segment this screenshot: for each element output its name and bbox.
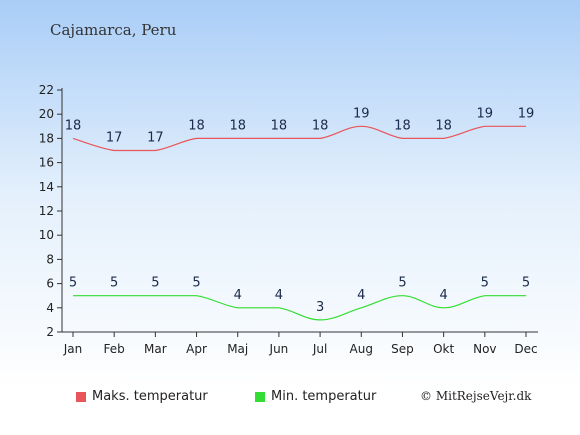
y-tick-label: 14 — [39, 180, 54, 194]
x-tick-label: Jul — [312, 342, 327, 356]
x-tick-label: Dec — [514, 342, 537, 356]
y-tick-label: 2 — [46, 325, 54, 339]
y-tick-label: 20 — [39, 107, 54, 121]
min-data-label: 5 — [481, 276, 489, 291]
legend-max-label: Maks. temperatur — [92, 389, 208, 404]
min-data-label: 5 — [522, 276, 530, 291]
series-lines — [72, 125, 526, 321]
x-tick-label: Jan — [63, 342, 83, 356]
y-tick-label: 6 — [46, 277, 54, 291]
max-data-label: 17 — [147, 131, 164, 146]
legend-max-swatch — [76, 391, 86, 402]
max-data-label: 18 — [65, 118, 82, 133]
y-tick-label: 16 — [39, 156, 54, 170]
min-data-label: 4 — [275, 288, 283, 303]
min-data-label: 5 — [69, 276, 77, 291]
location-title: Cajamarca, Peru — [50, 21, 177, 39]
x-tick-label: Okt — [433, 342, 454, 356]
max-data-label: 19 — [518, 106, 535, 121]
x-tick-label: Nov — [473, 342, 496, 356]
x-tick-label: Aug — [350, 342, 373, 356]
min-temperature-line — [73, 295, 526, 321]
legend-min-label: Min. temperatur — [271, 389, 377, 404]
min-data-label: 5 — [192, 276, 200, 291]
y-tick-label: 22 — [39, 83, 54, 97]
x-tick-label: Mar — [144, 342, 167, 356]
y-tick-label: 8 — [46, 252, 54, 266]
x-tick-label: Jun — [269, 342, 289, 356]
max-data-label: 18 — [312, 118, 329, 133]
min-data-label: 5 — [110, 276, 118, 291]
max-data-label: 18 — [435, 118, 452, 133]
x-tick-label: Sep — [391, 342, 414, 356]
max-data-label: 18 — [271, 118, 288, 133]
chart-axes — [61, 88, 538, 333]
min-data-label: 4 — [357, 288, 365, 303]
y-tick-label: 18 — [39, 131, 54, 145]
x-tick-label: Maj — [227, 342, 248, 356]
legend-min-swatch — [255, 391, 265, 402]
y-axis-ticks: 2 4 6 8 10 12 14 16 18 20 22 — [39, 83, 62, 339]
max-data-label: 17 — [106, 131, 123, 146]
legend-min: Min. temperatur — [255, 389, 376, 404]
min-data-label: 4 — [234, 288, 242, 303]
max-data-label: 18 — [229, 118, 246, 133]
min-data-label: 3 — [316, 300, 324, 315]
max-data-label: 18 — [394, 118, 411, 133]
site-credit: © MitRejseVejr.dk — [420, 389, 532, 403]
x-tick-label: Apr — [186, 342, 207, 356]
y-tick-label: 12 — [39, 204, 54, 218]
y-tick-label: 4 — [46, 301, 54, 315]
max-data-label: 18 — [188, 118, 205, 133]
x-tick-label: Feb — [104, 342, 125, 356]
max-temperature-line — [72, 125, 526, 152]
legend-max: Maks. temperatur — [76, 389, 208, 404]
max-data-label: 19 — [353, 106, 370, 121]
x-axis-ticks: Jan Feb Mar Apr Maj Jun Jul Aug Sep Okt Nov Dec — [63, 332, 538, 356]
min-data-label: 4 — [439, 288, 447, 303]
min-data-label: 5 — [151, 276, 159, 291]
min-data-label: 5 — [398, 276, 406, 291]
max-data-label: 19 — [477, 106, 494, 121]
data-labels: 18 17 17 18 18 18 18 19 18 18 19 19 5 5 5 5 4 4 3 4 5 4 5 5 — [65, 106, 535, 315]
y-tick-label: 10 — [39, 228, 54, 242]
